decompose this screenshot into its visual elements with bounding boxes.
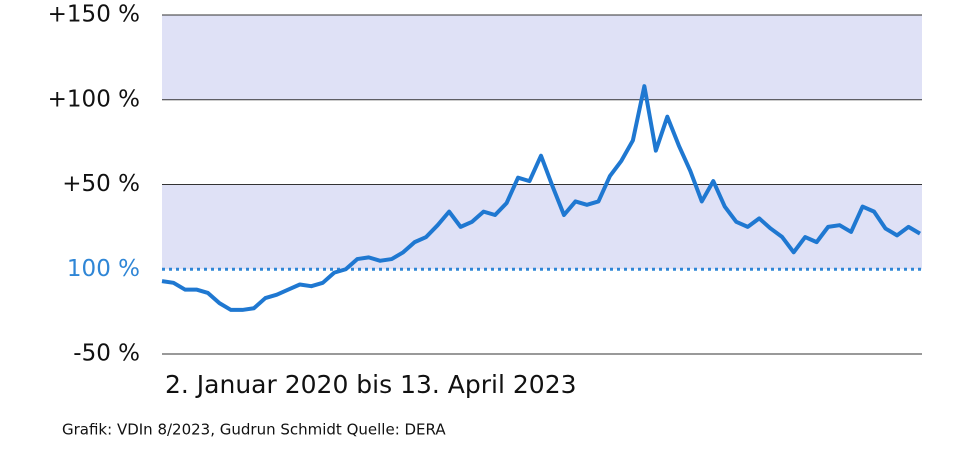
source-note: Grafik: VDIn 8/2023, Gudrun Schmidt Quel… (62, 421, 446, 439)
x-axis-label: 2. Januar 2020 bis 13. April 2023 (165, 370, 577, 399)
data-line (161, 84, 922, 312)
y-tick-label: -50 % (73, 341, 140, 367)
y-tick-label: +50 % (62, 171, 140, 197)
band (162, 15, 922, 100)
y-tick-label: 100 % (67, 256, 140, 282)
y-tick-label: +100 % (48, 86, 140, 112)
y-tick-label: +150 % (48, 2, 140, 28)
band (162, 184, 922, 270)
